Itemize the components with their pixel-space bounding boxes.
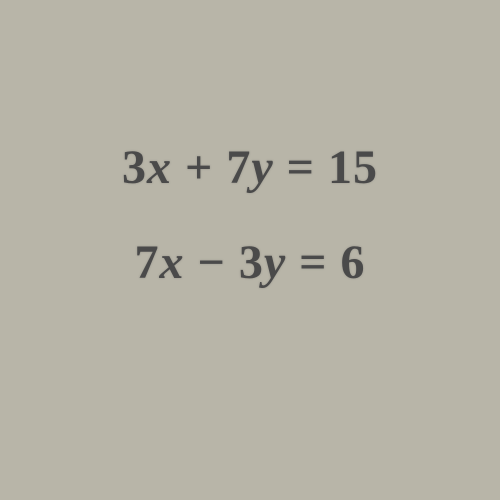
eq1-eq: = [274,141,328,194]
eq1-var2: y [251,141,273,194]
eq2-coef1: 7 [134,236,159,289]
eq2-op: − [184,236,238,289]
equation-1: 3x + 7y = 15 [122,140,378,195]
eq2-coef2: 3 [239,236,264,289]
eq2-var2: y [264,236,286,289]
eq2-eq: = [286,236,340,289]
eq2-var1: x [159,236,184,289]
eq1-rhs: 15 [328,141,378,194]
eq1-var1: x [147,141,172,194]
eq1-coef1: 3 [122,141,147,194]
equation-2: 7x − 3y = 6 [134,235,365,290]
eq2-rhs: 6 [341,236,366,289]
eq1-op: + [172,141,226,194]
eq1-coef2: 7 [226,141,251,194]
